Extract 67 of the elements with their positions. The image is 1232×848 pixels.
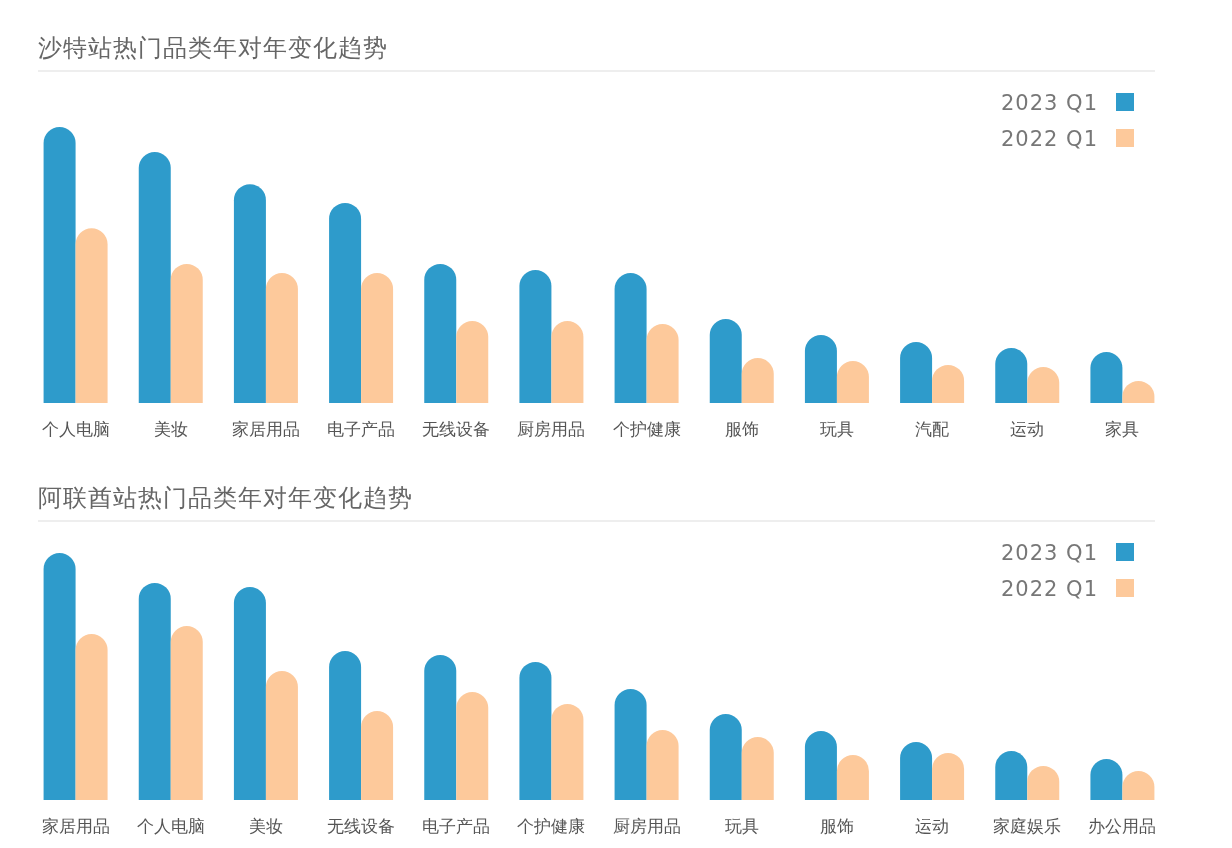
bar [1090, 351, 1123, 403]
x-tick-label: 玩具 [819, 419, 854, 439]
bar [900, 741, 933, 800]
bar [170, 626, 203, 800]
x-tick-label: 家居用品 [231, 419, 300, 439]
bar [424, 263, 457, 403]
bar [265, 273, 298, 403]
bar [75, 228, 108, 403]
bar [804, 335, 837, 403]
bar [233, 587, 266, 800]
bar [519, 661, 552, 800]
legend-label: 2023 Q1 [1000, 91, 1098, 115]
bar [43, 127, 76, 403]
bar [519, 270, 552, 403]
x-tick-label: 服饰 [724, 419, 759, 439]
bar [614, 273, 647, 403]
bar [646, 730, 679, 800]
bar [138, 582, 171, 800]
bar [551, 703, 584, 800]
x-tick-label: 电子产品 [327, 419, 396, 439]
bar [361, 711, 394, 800]
x-tick-label: 美妆 [248, 816, 283, 836]
bar [456, 321, 489, 403]
legend-label: 2023 Q1 [1000, 541, 1098, 565]
bar [741, 737, 774, 800]
chart-title: 沙特站热门品类年对年变化趋势 [38, 34, 388, 62]
x-tick-label: 电子产品 [422, 816, 491, 836]
x-tick-label: 个护健康 [517, 816, 586, 836]
x-tick-label: 厨房用品 [517, 419, 586, 439]
x-tick-label: 个护健康 [612, 419, 681, 439]
x-tick-label: 无线设备 [422, 419, 491, 439]
bar [75, 634, 108, 800]
bar [900, 342, 933, 403]
bar [709, 714, 742, 800]
x-tick-label: 家居用品 [41, 816, 110, 836]
bar [361, 273, 394, 403]
x-tick-label: 家庭娱乐 [993, 816, 1062, 836]
chart-title: 阿联酋站热门品类年对年变化趋势 [38, 484, 413, 512]
bar [43, 553, 76, 800]
bar [424, 655, 457, 800]
x-tick-label: 运动 [1010, 419, 1045, 439]
bar [646, 324, 679, 403]
x-tick-label: 运动 [915, 816, 950, 836]
bar [170, 263, 203, 403]
bar [138, 152, 171, 403]
x-tick-label: 厨房用品 [612, 816, 681, 836]
bar [233, 184, 266, 403]
bar [456, 692, 489, 800]
bar [551, 321, 584, 403]
bar [265, 671, 298, 800]
legend-label: 2022 Q1 [1000, 577, 1098, 601]
x-tick-label: 个人电脑 [41, 419, 110, 439]
x-tick-label: 美妆 [153, 419, 188, 439]
bar [329, 651, 362, 800]
x-tick-label: 玩具 [724, 816, 759, 836]
x-tick-label: 办公用品 [1088, 816, 1157, 836]
x-tick-label: 个人电脑 [136, 816, 205, 836]
bar [614, 689, 647, 800]
bar [995, 348, 1028, 403]
legend-label: 2022 Q1 [1000, 127, 1098, 151]
x-tick-label: 汽配 [915, 419, 950, 439]
x-tick-label: 无线设备 [327, 816, 396, 836]
bar [709, 319, 742, 403]
bar [329, 202, 362, 403]
x-tick-label: 服饰 [819, 816, 854, 836]
x-tick-label: 家具 [1105, 419, 1140, 439]
bar [804, 731, 837, 800]
